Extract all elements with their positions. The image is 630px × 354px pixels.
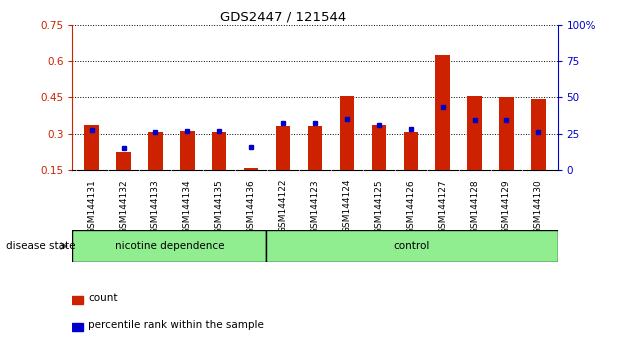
Text: GSM144126: GSM144126 xyxy=(406,179,415,234)
Bar xyxy=(72,323,83,331)
Bar xyxy=(72,296,83,304)
Text: disease state: disease state xyxy=(6,241,76,251)
Bar xyxy=(244,167,258,170)
Text: GSM144122: GSM144122 xyxy=(278,179,287,233)
Text: GSM144129: GSM144129 xyxy=(502,179,511,234)
Text: GSM144127: GSM144127 xyxy=(438,179,447,234)
Bar xyxy=(148,132,163,170)
Text: GSM144132: GSM144132 xyxy=(119,179,128,234)
Text: nicotine dependence: nicotine dependence xyxy=(115,241,224,251)
Text: GDS2447 / 121544: GDS2447 / 121544 xyxy=(220,11,347,24)
Bar xyxy=(340,96,354,170)
Text: GSM144130: GSM144130 xyxy=(534,179,543,234)
Bar xyxy=(531,98,546,170)
Bar xyxy=(117,152,130,170)
Text: GSM144133: GSM144133 xyxy=(151,179,160,234)
Bar xyxy=(212,132,226,170)
Bar xyxy=(404,132,418,170)
Bar xyxy=(180,131,195,170)
Bar xyxy=(308,126,322,170)
Bar xyxy=(266,230,558,262)
Bar xyxy=(500,97,513,170)
Text: control: control xyxy=(394,241,430,251)
Text: GSM144135: GSM144135 xyxy=(215,179,224,234)
Text: GSM144124: GSM144124 xyxy=(343,179,352,233)
Bar xyxy=(84,125,99,170)
Text: GSM144134: GSM144134 xyxy=(183,179,192,234)
Bar xyxy=(276,126,290,170)
Text: count: count xyxy=(88,293,118,303)
Text: GSM144123: GSM144123 xyxy=(311,179,319,234)
Bar xyxy=(435,55,450,170)
Text: GSM144131: GSM144131 xyxy=(87,179,96,234)
Text: GSM144136: GSM144136 xyxy=(247,179,256,234)
Bar xyxy=(467,96,482,170)
Text: percentile rank within the sample: percentile rank within the sample xyxy=(88,320,265,330)
Bar xyxy=(72,230,266,262)
Text: GSM144125: GSM144125 xyxy=(374,179,383,234)
Text: GSM144128: GSM144128 xyxy=(470,179,479,234)
Bar xyxy=(372,125,386,170)
